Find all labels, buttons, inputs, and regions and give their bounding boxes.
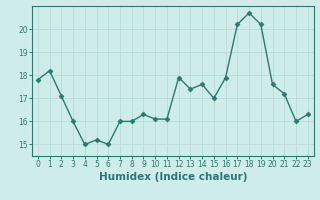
X-axis label: Humidex (Indice chaleur): Humidex (Indice chaleur) [99, 172, 247, 182]
